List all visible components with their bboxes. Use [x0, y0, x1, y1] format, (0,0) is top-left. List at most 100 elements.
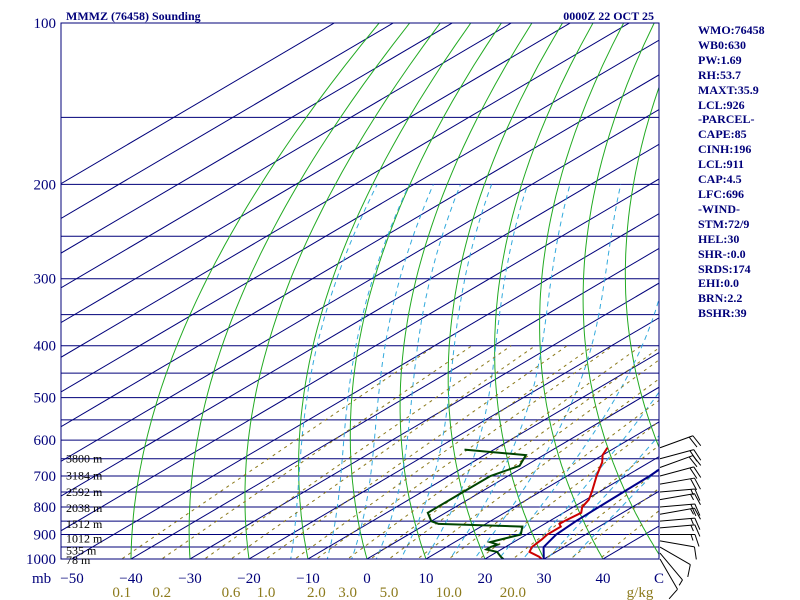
dry-adiabat [188, 23, 411, 559]
mixing-ratio-label: 20.0 [500, 585, 526, 600]
isotherm-line [71, 213, 659, 559]
stat-item: STM:72/9 [698, 216, 750, 231]
moist-adiabat [290, 184, 378, 559]
dry-adiabat [624, 85, 659, 449]
stat-item: WMO:76458 [698, 23, 765, 37]
profiles [426, 447, 659, 559]
mixing-ratio-label: 1.0 [257, 585, 276, 600]
stat-item: BRN:2.2 [698, 291, 743, 306]
stat-item: SRDS:174 [698, 261, 751, 276]
moist-adiabat [375, 184, 461, 559]
wind-barb [659, 493, 701, 505]
stat-item: PW:1.69 [698, 52, 742, 67]
moist-adiabat [570, 467, 659, 559]
temperature-profile [528, 447, 609, 559]
moist-adiabat [449, 184, 571, 559]
wind-barb [659, 449, 702, 462]
moist-adiabat [424, 184, 529, 559]
stat-item: CINH:196 [698, 142, 752, 157]
wind-barbs [659, 435, 702, 600]
plot-area [61, 23, 659, 559]
isotherm-line [61, 39, 659, 393]
wind-barb [659, 503, 701, 517]
dry-adiabat [539, 23, 625, 559]
stat-item: WB0:630 [698, 37, 746, 52]
temperature-tick-label: 0 [363, 571, 371, 587]
wind-barb [659, 517, 701, 530]
stat-item: -WIND- [698, 201, 740, 216]
temperature-tick-label: 10 [419, 571, 434, 587]
isotherm-line [248, 317, 659, 559]
isotherm-line [61, 143, 659, 497]
isotherm-line [189, 282, 659, 559]
stat-item: LFC:696 [698, 186, 744, 201]
pressure-tick-label: 900 [34, 527, 57, 543]
stat-item: CAP:4.5 [698, 172, 742, 187]
wind-barb [659, 466, 702, 479]
pressure-tick-label: 300 [34, 272, 57, 288]
wind-barb [659, 552, 683, 586]
mixing-ratio-line [388, 359, 659, 559]
moist-adiabat [473, 184, 622, 559]
height-label: 78 m [66, 553, 91, 567]
isotherm-line [61, 74, 659, 428]
dry-adiabat [494, 23, 594, 559]
isotherm-line [61, 23, 395, 219]
height-label: 3184 m [66, 468, 103, 482]
isotherm-line [61, 23, 513, 289]
pressure-tick-label: 800 [34, 500, 57, 516]
isotherm-line [61, 23, 631, 358]
wind-barb [659, 546, 691, 578]
temperature-tick-label: −50 [60, 571, 83, 587]
mixing-ratio-label: 10.0 [436, 585, 462, 600]
mixing-ratio-line [346, 345, 642, 559]
wind-barb [660, 533, 700, 547]
pressure-tick-label: 500 [34, 391, 57, 407]
isotherm-line [61, 23, 454, 254]
wind-barb [659, 488, 701, 501]
pressure-tick-label: 600 [34, 433, 57, 449]
background-grid [61, 0, 800, 570]
stat-item: -PARCEL- [698, 112, 755, 127]
pressure-tick-label: 200 [34, 177, 57, 193]
stat-item: SHR-:0.0 [698, 246, 746, 261]
wind-barb [659, 540, 697, 560]
mixing-ratio-line [447, 399, 659, 559]
temperature-tick-label: −20 [237, 571, 260, 587]
moist-adiabat [400, 184, 493, 559]
isotherm-line [425, 421, 659, 559]
dry-adiabat [782, 0, 800, 570]
isotherm-line [61, 23, 336, 185]
temperature-tick-label: −10 [296, 571, 319, 587]
height-label: 2592 m [66, 485, 103, 499]
height-label: 535 m [66, 544, 97, 558]
mixing-ratio-line [230, 345, 536, 559]
parcel-profile [542, 468, 659, 559]
mixing-ratio-line [416, 378, 659, 559]
pressure-tick-label: 100 [34, 16, 57, 32]
dry-adiabat [244, 23, 441, 559]
mixing-ratio-line [369, 347, 659, 559]
stat-item: CAPE:85 [698, 127, 747, 142]
pressure-tick-label: 1000 [26, 552, 56, 568]
pressure-tick-label: 700 [34, 469, 57, 485]
height-label: 1512 m [66, 517, 103, 531]
height-label: 2038 m [66, 501, 103, 515]
temperature-tick-label: −30 [178, 571, 201, 587]
mixing-ratio-unit: g/kg [627, 585, 654, 600]
isotherm-line [61, 109, 659, 462]
stat-item: EHI:0.0 [698, 276, 740, 291]
isotherm-line [484, 456, 659, 559]
stat-item: LCL:911 [698, 157, 745, 172]
temperature-unit: C [654, 571, 664, 587]
mixing-ratio-line [203, 345, 512, 559]
stat-item: RH:53.7 [698, 67, 741, 82]
stat-item: BSHR:39 [698, 306, 747, 321]
wind-barb [659, 524, 701, 537]
isotherm-line [307, 351, 659, 559]
mixing-ratio-label: 5.0 [380, 585, 399, 600]
isotherm-line [61, 178, 659, 532]
mixing-ratio-label: 3.0 [338, 585, 357, 600]
